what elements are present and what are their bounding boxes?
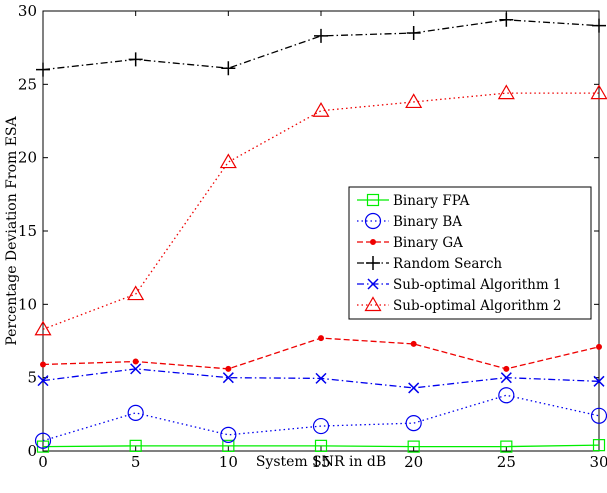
series-sub-optimal-algorithm-1 — [37, 363, 605, 394]
data-point-sub-optimal-algorithm-2 — [590, 84, 607, 100]
data-point-sub-optimal-algorithm-1 — [593, 375, 605, 387]
data-point-sub-optimal-algorithm-1 — [37, 375, 49, 387]
legend-marker-binary-ga — [370, 239, 376, 245]
x-tick-label: 10 — [219, 453, 238, 471]
legend-label: Binary BA — [393, 214, 462, 230]
data-point-binary-ba — [127, 404, 144, 421]
data-point-binary-ba — [312, 417, 330, 435]
data-point-random-search — [36, 62, 50, 77]
data-point-binary-ga — [503, 365, 510, 372]
data-point-random-search — [592, 18, 606, 33]
data-point-sub-optimal-algorithm-1 — [315, 372, 327, 384]
data-point-binary-ga — [596, 343, 602, 350]
data-point-binary-ga — [132, 358, 139, 365]
data-point-binary-fpa — [407, 440, 420, 453]
data-point-random-search — [499, 12, 514, 27]
legend-marker-binary-fpa — [366, 193, 380, 207]
x-axis-label: System SNR in dB — [256, 454, 386, 470]
legend-marker-sub-optimal-algorithm-2 — [364, 296, 382, 312]
data-point-sub-optimal-algorithm-2 — [312, 102, 330, 117]
x-tick-label: 0 — [38, 453, 48, 471]
data-point-binary-ba — [34, 432, 52, 449]
legend-label: Binary FPA — [393, 193, 470, 209]
data-point-binary-fpa — [500, 440, 513, 453]
series-line-binary-fpa — [42, 444, 600, 448]
data-point-binary-fpa — [314, 439, 328, 452]
legend-marker-random-search — [366, 256, 380, 270]
data-point-binary-ba — [498, 387, 515, 404]
data-point-sub-optimal-algorithm-1 — [500, 372, 512, 384]
y-tick-label: 30 — [18, 2, 37, 20]
series-sub-optimal-algorithm-2 — [34, 84, 607, 336]
legend: Binary FPA Binary BA Binary GA Random Searc… — [348, 186, 592, 320]
y-tick-label: 20 — [18, 149, 37, 167]
y-tick-label: 0 — [27, 442, 37, 460]
legend-marker-binary-ba — [364, 212, 382, 230]
data-point-binary-ga — [40, 361, 46, 368]
series-binary-fpa — [36, 439, 606, 453]
series-binary-ba — [34, 387, 607, 449]
y-tick-label: 15 — [18, 222, 37, 240]
legend-label: Sub-optimal Algorithm 1 — [393, 277, 562, 293]
y-tick-label: 10 — [18, 295, 37, 313]
legend-label: Random Search — [393, 256, 502, 272]
data-point-sub-optimal-algorithm-2 — [127, 285, 145, 301]
data-point-sub-optimal-algorithm-2 — [497, 84, 515, 100]
series-layer — [34, 12, 607, 453]
data-point-binary-ba — [405, 415, 422, 432]
series-binary-ga — [40, 335, 602, 372]
y-axis-label: Percentage Deviation From ESA — [4, 115, 20, 345]
x-tick-label: 30 — [589, 453, 607, 471]
data-point-random-search — [314, 28, 328, 43]
data-point-random-search — [128, 52, 143, 67]
y-tick-label: 25 — [18, 75, 37, 93]
data-point-random-search — [406, 26, 421, 40]
data-point-binary-ga — [225, 365, 232, 372]
data-point-sub-optimal-algorithm-2 — [405, 93, 423, 109]
data-point-binary-fpa — [222, 439, 235, 452]
data-point-sub-optimal-algorithm-2 — [34, 320, 52, 336]
data-point-binary-ga — [318, 335, 324, 342]
x-tick-label: 15 — [311, 453, 330, 471]
y-tick-label: 5 — [27, 369, 37, 387]
legend-box — [348, 186, 592, 320]
data-point-binary-ba — [220, 426, 237, 443]
x-tick-label: 25 — [497, 453, 516, 471]
data-point-binary-fpa — [592, 439, 606, 452]
data-point-sub-optimal-algorithm-1 — [408, 382, 420, 394]
data-point-binary-ga — [410, 340, 417, 347]
data-point-random-search — [221, 61, 236, 76]
legend-label: Sub-optimal Algorithm 2 — [393, 298, 562, 314]
data-point-binary-fpa — [129, 439, 142, 452]
axis-ticks: 0 5 10 15 20 25 30 0 5 10 15 20 25 30 — [18, 2, 607, 471]
series-line-sub-optimal-algorithm-2 — [42, 92, 599, 330]
data-point-sub-optimal-algorithm-1 — [130, 363, 142, 375]
legend-marker-sub-optimal-algorithm-1 — [367, 278, 379, 290]
data-point-sub-optimal-algorithm-2 — [219, 153, 237, 169]
data-point-sub-optimal-algorithm-1 — [222, 372, 234, 384]
legend-label: Binary GA — [393, 235, 463, 251]
x-tick-label: 5 — [131, 453, 141, 471]
series-random-search — [36, 12, 606, 77]
x-tick-label: 20 — [404, 453, 423, 471]
